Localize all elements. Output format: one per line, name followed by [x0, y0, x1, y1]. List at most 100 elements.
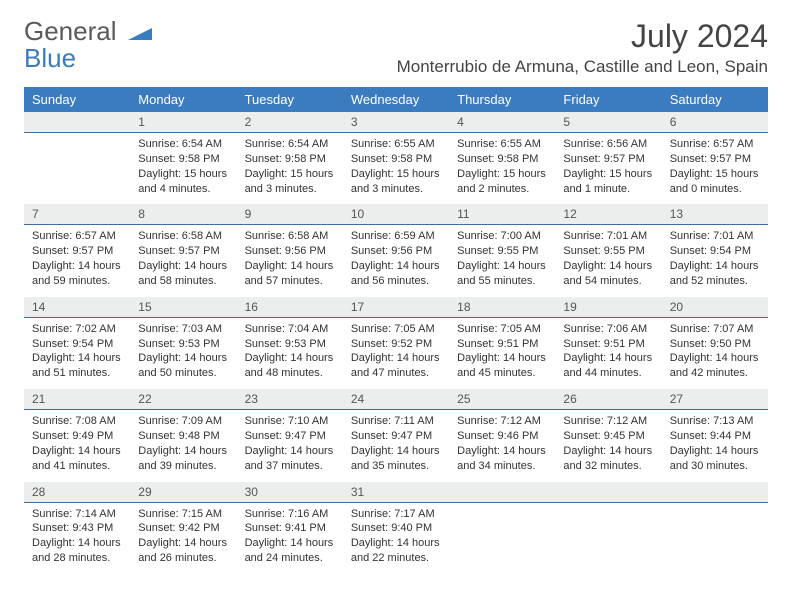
sunset-text: Sunset: 9:56 PM	[351, 244, 441, 259]
daylight-text: Daylight: 15 hours and 0 minutes.	[670, 167, 760, 197]
day-cell: Sunrise: 7:03 AMSunset: 9:53 PMDaylight:…	[130, 318, 236, 389]
sunrise-text: Sunrise: 7:13 AM	[670, 414, 760, 429]
sunset-text: Sunset: 9:56 PM	[245, 244, 335, 259]
date-number: 20	[662, 297, 768, 317]
date-number: 23	[237, 389, 343, 409]
sunrise-text: Sunrise: 6:54 AM	[138, 137, 228, 152]
content-row: Sunrise: 7:14 AMSunset: 9:43 PMDaylight:…	[24, 503, 768, 574]
sunset-text: Sunset: 9:57 PM	[670, 152, 760, 167]
day-cell: Sunrise: 6:55 AMSunset: 9:58 PMDaylight:…	[343, 133, 449, 204]
sunset-text: Sunset: 9:51 PM	[457, 337, 547, 352]
day-cell: Sunrise: 7:15 AMSunset: 9:42 PMDaylight:…	[130, 503, 236, 574]
logo: General Blue	[24, 18, 152, 73]
date-number: 7	[24, 204, 130, 224]
day-cell: Sunrise: 7:01 AMSunset: 9:54 PMDaylight:…	[662, 225, 768, 296]
sunrise-text: Sunrise: 7:01 AM	[563, 229, 653, 244]
weekday-header: Saturday	[662, 87, 768, 112]
day-cell: Sunrise: 7:10 AMSunset: 9:47 PMDaylight:…	[237, 410, 343, 481]
day-cell	[449, 503, 555, 574]
date-number	[24, 112, 130, 132]
date-number: 3	[343, 112, 449, 132]
date-number: 19	[555, 297, 661, 317]
sunset-text: Sunset: 9:58 PM	[138, 152, 228, 167]
sunrise-text: Sunrise: 6:56 AM	[563, 137, 653, 152]
date-number: 25	[449, 389, 555, 409]
daylight-text: Daylight: 15 hours and 2 minutes.	[457, 167, 547, 197]
daylight-text: Daylight: 14 hours and 26 minutes.	[138, 536, 228, 566]
day-cell: Sunrise: 7:12 AMSunset: 9:45 PMDaylight:…	[555, 410, 661, 481]
daylight-text: Daylight: 15 hours and 3 minutes.	[245, 167, 335, 197]
daylight-text: Daylight: 14 hours and 47 minutes.	[351, 351, 441, 381]
sunset-text: Sunset: 9:55 PM	[563, 244, 653, 259]
daylight-text: Daylight: 15 hours and 4 minutes.	[138, 167, 228, 197]
date-number: 26	[555, 389, 661, 409]
day-cell: Sunrise: 7:02 AMSunset: 9:54 PMDaylight:…	[24, 318, 130, 389]
sunrise-text: Sunrise: 7:05 AM	[351, 322, 441, 337]
daylight-text: Daylight: 14 hours and 35 minutes.	[351, 444, 441, 474]
sunrise-text: Sunrise: 7:16 AM	[245, 507, 335, 522]
logo-line2: Blue	[24, 43, 76, 73]
day-cell: Sunrise: 7:00 AMSunset: 9:55 PMDaylight:…	[449, 225, 555, 296]
date-number: 10	[343, 204, 449, 224]
daylight-text: Daylight: 14 hours and 59 minutes.	[32, 259, 122, 289]
date-row: 78910111213	[24, 204, 768, 225]
sunset-text: Sunset: 9:51 PM	[563, 337, 653, 352]
day-cell: Sunrise: 6:57 AMSunset: 9:57 PMDaylight:…	[662, 133, 768, 204]
logo-triangle-icon	[128, 18, 152, 45]
sunrise-text: Sunrise: 7:15 AM	[138, 507, 228, 522]
daylight-text: Daylight: 14 hours and 34 minutes.	[457, 444, 547, 474]
sunset-text: Sunset: 9:43 PM	[32, 521, 122, 536]
sunrise-text: Sunrise: 7:12 AM	[563, 414, 653, 429]
weekday-header: Monday	[130, 87, 236, 112]
sunset-text: Sunset: 9:46 PM	[457, 429, 547, 444]
date-number: 15	[130, 297, 236, 317]
daylight-text: Daylight: 14 hours and 57 minutes.	[245, 259, 335, 289]
sunrise-text: Sunrise: 7:04 AM	[245, 322, 335, 337]
date-number: 4	[449, 112, 555, 132]
day-cell: Sunrise: 7:11 AMSunset: 9:47 PMDaylight:…	[343, 410, 449, 481]
day-cell: Sunrise: 7:05 AMSunset: 9:52 PMDaylight:…	[343, 318, 449, 389]
sunset-text: Sunset: 9:53 PM	[138, 337, 228, 352]
sunset-text: Sunset: 9:41 PM	[245, 521, 335, 536]
day-cell: Sunrise: 7:13 AMSunset: 9:44 PMDaylight:…	[662, 410, 768, 481]
day-cell: Sunrise: 7:08 AMSunset: 9:49 PMDaylight:…	[24, 410, 130, 481]
daylight-text: Daylight: 14 hours and 50 minutes.	[138, 351, 228, 381]
sunrise-text: Sunrise: 6:55 AM	[351, 137, 441, 152]
day-cell: Sunrise: 6:54 AMSunset: 9:58 PMDaylight:…	[237, 133, 343, 204]
day-cell: Sunrise: 7:12 AMSunset: 9:46 PMDaylight:…	[449, 410, 555, 481]
sunset-text: Sunset: 9:53 PM	[245, 337, 335, 352]
sunrise-text: Sunrise: 7:12 AM	[457, 414, 547, 429]
sunrise-text: Sunrise: 7:08 AM	[32, 414, 122, 429]
daylight-text: Daylight: 14 hours and 28 minutes.	[32, 536, 122, 566]
day-cell: Sunrise: 7:01 AMSunset: 9:55 PMDaylight:…	[555, 225, 661, 296]
daylight-text: Daylight: 14 hours and 30 minutes.	[670, 444, 760, 474]
daylight-text: Daylight: 15 hours and 1 minute.	[563, 167, 653, 197]
weekday-header: Thursday	[449, 87, 555, 112]
sunset-text: Sunset: 9:58 PM	[457, 152, 547, 167]
date-number: 24	[343, 389, 449, 409]
sunrise-text: Sunrise: 6:57 AM	[32, 229, 122, 244]
daylight-text: Daylight: 14 hours and 41 minutes.	[32, 444, 122, 474]
date-row: 28293031	[24, 482, 768, 503]
day-cell: Sunrise: 7:05 AMSunset: 9:51 PMDaylight:…	[449, 318, 555, 389]
date-number: 18	[449, 297, 555, 317]
sunset-text: Sunset: 9:44 PM	[670, 429, 760, 444]
sunrise-text: Sunrise: 7:11 AM	[351, 414, 441, 429]
weekday-header: Wednesday	[343, 87, 449, 112]
month-title: July 2024	[397, 18, 768, 55]
date-number: 16	[237, 297, 343, 317]
date-number	[662, 482, 768, 502]
date-number: 2	[237, 112, 343, 132]
daylight-text: Daylight: 14 hours and 32 minutes.	[563, 444, 653, 474]
header: General Blue July 2024 Monterrubio de Ar…	[24, 18, 768, 77]
sunrise-text: Sunrise: 6:55 AM	[457, 137, 547, 152]
sunset-text: Sunset: 9:52 PM	[351, 337, 441, 352]
date-number: 27	[662, 389, 768, 409]
day-cell: Sunrise: 7:09 AMSunset: 9:48 PMDaylight:…	[130, 410, 236, 481]
weekday-header: Friday	[555, 87, 661, 112]
date-number: 29	[130, 482, 236, 502]
date-number: 5	[555, 112, 661, 132]
date-number: 28	[24, 482, 130, 502]
day-cell: Sunrise: 7:16 AMSunset: 9:41 PMDaylight:…	[237, 503, 343, 574]
date-number: 14	[24, 297, 130, 317]
